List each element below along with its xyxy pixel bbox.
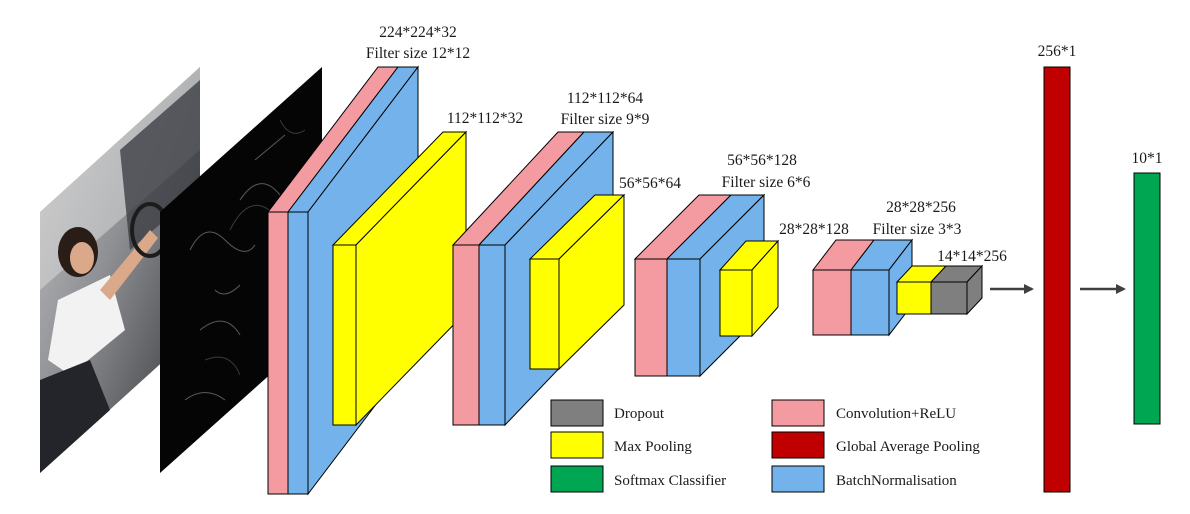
global-average-pooling-layer: 256*1 (1038, 43, 1077, 493)
legend-label-batch-normalisation: BatchNormalisation (836, 473, 957, 489)
legend-label-dropout: Dropout (614, 406, 665, 422)
conv-block-2: 112*112*64 Filter size 9*9 56*56*64 (451, 90, 681, 427)
conv-block-4-filter-label: Filter size 3*3 (873, 221, 962, 238)
input-driver-photo (40, 67, 200, 473)
dropout-size-label: 14*14*256 (937, 248, 1007, 265)
legend-item-dropout: Dropout (550, 399, 665, 427)
softmax-size-label: 10*1 (1132, 150, 1163, 167)
conv-block-2-size-label: 112*112*64 (567, 90, 644, 107)
pool-block-1-size-label: 112*112*32 (447, 110, 523, 127)
conv-block-3-filter-label: Filter size 6*6 (722, 174, 811, 191)
conv-block-4-size-label: 28*28*256 (886, 199, 956, 216)
conv-block-2-filter-label: Filter size 9*9 (561, 111, 650, 128)
conv-relu-layer-3 (633, 194, 733, 377)
pool-block-2-size-label: 56*56*64 (619, 175, 681, 192)
legend-item-global-average-pooling: Global Average Pooling (771, 431, 980, 459)
legend-label-max-pooling: Max Pooling (614, 439, 692, 455)
legend-label-global-average-pooling: Global Average Pooling (836, 439, 980, 455)
conv-block-3-size-label: 56*56*128 (727, 152, 797, 169)
legend-label-softmax-classifier: Softmax Classifier (614, 473, 726, 489)
max-pooling-layer-1 (331, 130, 468, 427)
dropout-layer (929, 264, 984, 316)
legend: Dropout Max Pooling Softmax Classifier C… (550, 399, 980, 493)
conv-block-4: 28*28*256 Filter size 3*3 14*14*256 (811, 199, 1007, 337)
gap-size-label: 256*1 (1038, 43, 1077, 60)
conv-block-3: 56*56*128 Filter size 6*6 28*28*128 (633, 152, 849, 378)
conv-block-1-filter-label: Filter size 12*12 (366, 45, 470, 62)
legend-item-softmax-classifier: Softmax Classifier (550, 465, 726, 493)
softmax-classifier-layer: 10*1 (1132, 150, 1163, 425)
legend-item-max-pooling: Max Pooling (550, 431, 692, 459)
legend-label-convolution-relu: Convolution+ReLU (836, 406, 956, 422)
max-pooling-layer-2 (528, 193, 626, 371)
legend-item-convolution-relu: Convolution+ReLU (771, 399, 956, 427)
conv-block-1-size-label: 224*224*32 (379, 24, 457, 41)
max-pooling-layer-4 (895, 265, 948, 315)
legend-item-batch-normalisation: BatchNormalisation (771, 465, 957, 493)
max-pooling-layer-3 (718, 239, 780, 338)
pool-block-3-size-label: 28*28*128 (779, 221, 849, 238)
conv-block-1: 224*224*32 Filter size 12*12 112*112*32 (266, 24, 523, 496)
input-edge-map (160, 67, 322, 473)
